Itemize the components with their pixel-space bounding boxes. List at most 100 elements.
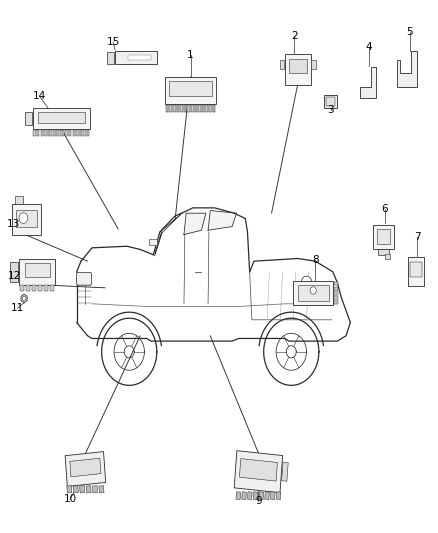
Bar [324,94,337,108]
Bar [184,104,187,112]
Bar [202,104,205,112]
Bar [92,486,98,493]
FancyBboxPatch shape [77,272,92,285]
Bar [69,130,71,136]
Bar [236,492,240,499]
Text: 2: 2 [291,31,298,41]
Bar [40,130,43,136]
Bar [48,130,50,136]
Bar [276,492,281,499]
Bar [334,296,338,300]
Bar [311,60,316,69]
Bar [19,259,55,285]
Bar [65,130,68,136]
Bar [107,52,114,63]
Circle shape [22,296,26,301]
Text: 1: 1 [187,50,194,60]
Bar [76,130,78,136]
Bar [80,130,82,136]
Bar [187,104,190,112]
Bar [83,130,86,136]
Bar [25,112,32,125]
Bar [38,112,85,123]
Bar [191,104,194,112]
Bar [240,458,277,481]
Bar [205,104,208,112]
Bar [334,282,338,285]
Bar [259,492,264,499]
Bar [334,301,338,304]
Bar [25,263,50,277]
Bar [80,486,85,493]
Bar [26,286,30,291]
Bar [149,239,157,245]
Text: 5: 5 [406,27,413,37]
Text: 7: 7 [413,232,420,241]
Text: 6: 6 [381,204,388,214]
Bar [180,104,183,112]
Bar [115,51,157,64]
Bar [265,492,269,499]
Polygon shape [208,211,237,230]
Bar [209,104,212,112]
Bar [44,286,48,291]
Bar [33,108,90,129]
Polygon shape [398,51,417,87]
Text: 11: 11 [11,303,24,313]
Bar [44,130,46,136]
Bar [293,281,333,305]
Bar [38,286,42,291]
Polygon shape [360,67,376,98]
Bar [58,130,61,136]
Bar [177,104,179,112]
Bar [377,229,389,244]
Bar [50,286,54,291]
Text: 9: 9 [255,496,262,506]
Circle shape [19,213,28,223]
Bar [285,54,311,85]
Bar [20,286,25,291]
Bar [32,286,36,291]
Bar [253,492,258,499]
Bar [73,486,78,493]
Circle shape [310,287,316,294]
Bar [334,287,338,290]
Bar [385,254,390,259]
Bar [15,196,23,204]
Bar [212,104,215,112]
Bar [326,97,335,106]
Bar [408,257,424,287]
Bar [65,451,106,487]
Bar [67,486,72,493]
Polygon shape [184,213,206,235]
Text: 12: 12 [8,271,21,281]
Bar [86,486,91,493]
Bar [234,451,283,492]
Bar [378,249,389,255]
Bar [270,492,275,499]
Bar [37,130,39,136]
Bar [70,458,101,477]
Bar [62,130,64,136]
Bar [280,60,284,69]
Text: 10: 10 [64,495,77,504]
Bar [242,492,247,499]
Bar [128,55,152,60]
Polygon shape [21,294,27,303]
Polygon shape [102,318,157,385]
Bar [33,130,36,136]
Bar [334,292,338,295]
Polygon shape [264,318,319,385]
Bar [173,104,176,112]
Bar [10,262,18,282]
Circle shape [301,276,312,289]
Bar [282,462,288,481]
Bar [373,225,394,249]
Bar [194,104,197,112]
Bar [16,209,37,227]
Text: 4: 4 [366,42,373,52]
Bar [289,59,307,73]
Bar [12,204,40,235]
Text: 8: 8 [312,255,319,265]
Bar [87,130,89,136]
